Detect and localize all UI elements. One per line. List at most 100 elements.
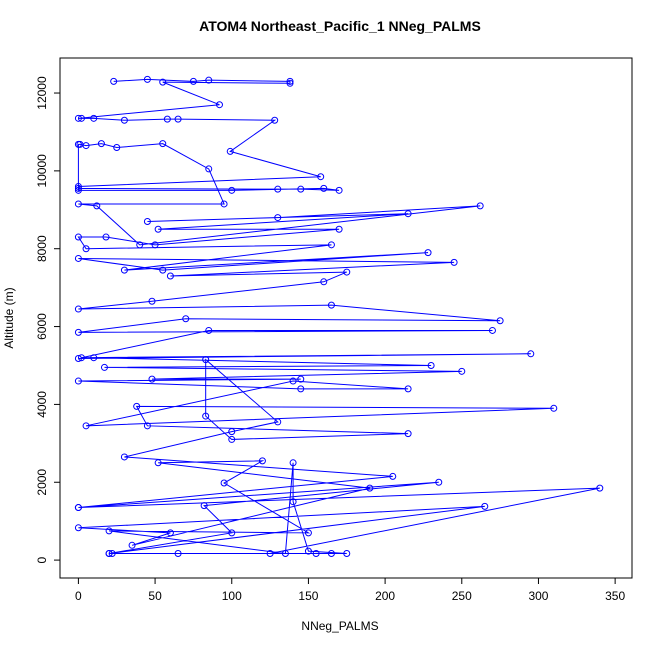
data-point <box>74 305 82 313</box>
data-point <box>424 249 432 257</box>
data-point <box>266 549 274 557</box>
data-point <box>404 210 412 218</box>
data-point <box>335 186 343 194</box>
data-point <box>202 412 210 420</box>
data-point <box>93 202 101 210</box>
data-point <box>74 186 82 194</box>
y-tick-label: 10000 <box>35 154 49 188</box>
data-point <box>159 78 167 86</box>
data-point <box>327 549 335 557</box>
x-tick-label: 250 <box>452 589 472 603</box>
data-point <box>108 549 116 557</box>
data-point <box>189 77 197 85</box>
y-tick-label: 0 <box>35 556 49 563</box>
data-point <box>100 363 108 371</box>
data-point <box>148 297 156 305</box>
data-point <box>343 549 351 557</box>
data-point <box>550 404 558 412</box>
data-point <box>389 472 397 480</box>
data-point <box>120 453 128 461</box>
data-point <box>82 422 90 430</box>
data-point <box>228 186 236 194</box>
data-point <box>74 233 82 241</box>
data-point <box>82 142 90 150</box>
data-point <box>74 328 82 336</box>
data-point <box>159 266 167 274</box>
data-point <box>154 225 162 233</box>
data-point <box>220 479 228 487</box>
data-point <box>450 258 458 266</box>
y-tick-label: 2000 <box>35 469 49 496</box>
data-point <box>143 217 151 225</box>
data-point <box>226 147 234 155</box>
x-tick-label: 200 <box>375 589 395 603</box>
data-point <box>182 315 190 323</box>
data-point <box>488 326 496 334</box>
data-point <box>304 529 312 537</box>
data-point <box>151 241 159 249</box>
data-point <box>343 268 351 276</box>
data-point <box>317 173 325 181</box>
data-point <box>289 377 297 385</box>
data-point <box>77 114 85 122</box>
y-tick-label: 6000 <box>35 313 49 340</box>
data-point <box>120 266 128 274</box>
data-point <box>228 435 236 443</box>
data-point <box>82 245 90 253</box>
x-tick-label: 50 <box>148 589 162 603</box>
data-point <box>427 361 435 369</box>
y-tick-label: 4000 <box>35 391 49 418</box>
data-point <box>281 549 289 557</box>
data-point <box>297 385 305 393</box>
data-point <box>74 182 82 190</box>
data-point <box>320 184 328 192</box>
data-point <box>74 200 82 208</box>
data-point <box>286 77 294 85</box>
data-point <box>274 185 282 193</box>
data-point <box>289 459 297 467</box>
data-point <box>271 116 279 124</box>
data-point <box>476 202 484 210</box>
data-point <box>274 418 282 426</box>
data-point <box>335 225 343 233</box>
data-point <box>228 529 236 537</box>
data-point <box>220 200 228 208</box>
data-point <box>74 184 82 192</box>
data-point <box>228 428 236 436</box>
x-axis-label: NNeg_PALMS <box>301 619 378 633</box>
y-tick-label: 8000 <box>35 235 49 262</box>
data-point <box>159 140 167 148</box>
data-point <box>458 367 466 375</box>
data-point <box>74 377 82 385</box>
data-point <box>90 114 98 122</box>
data-point <box>205 326 213 334</box>
data-point <box>102 233 110 241</box>
x-tick-label: 300 <box>528 589 548 603</box>
data-point <box>258 457 266 465</box>
data-point <box>74 504 82 512</box>
data-point <box>202 356 210 364</box>
data-point <box>205 76 213 84</box>
data-point <box>312 549 320 557</box>
data-point <box>404 430 412 438</box>
data-point <box>205 165 213 173</box>
data-point <box>128 541 136 549</box>
data-point <box>74 524 82 532</box>
x-tick-label: 350 <box>605 589 625 603</box>
data-point <box>286 79 294 87</box>
data-point <box>304 547 312 555</box>
data-point <box>404 385 412 393</box>
data-point <box>154 459 162 467</box>
data-point <box>174 549 182 557</box>
x-tick-label: 100 <box>222 589 242 603</box>
data-point <box>297 185 305 193</box>
data-point <box>120 116 128 124</box>
data-point <box>166 529 174 537</box>
data-point <box>327 301 335 309</box>
y-tick-label: 12000 <box>35 76 49 110</box>
data-line <box>77 78 600 555</box>
data-point <box>143 422 151 430</box>
data-point <box>327 241 335 249</box>
data-point <box>133 402 141 410</box>
